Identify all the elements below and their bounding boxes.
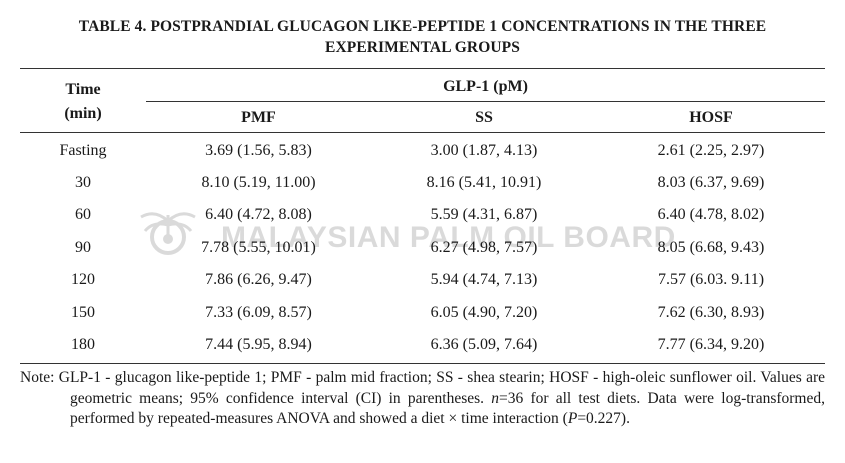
table-row: 150 7.33 (6.09, 8.57) 6.05 (4.90, 7.20) …	[0, 297, 845, 329]
pmf-cell: 8.10 (5.19, 11.00)	[201, 174, 316, 191]
pmf-cell: 7.78 (5.55, 10.01)	[201, 239, 316, 256]
pmf-cell: 7.33 (6.09, 8.57)	[205, 304, 312, 321]
pmf-cell: 3.69 (1.56, 5.83)	[205, 142, 312, 159]
table-row: 60 6.40 (4.72, 8.08) 5.59 (4.31, 6.87) 6…	[0, 199, 845, 231]
ss-cell: 3.00 (1.87, 4.13)	[430, 142, 538, 159]
time-unit: (min)	[64, 105, 102, 122]
time-cell: Fasting	[59, 142, 107, 159]
hosf-cell: 7.77 (6.34, 9.20)	[657, 336, 765, 353]
time-header: Time (min)	[40, 78, 126, 126]
header-rule	[20, 132, 825, 133]
hosf-cell: 8.03 (6.37, 9.69)	[657, 174, 765, 191]
note-paragraph: Note: GLP-1 - glucagon like-peptide 1; P…	[20, 368, 825, 430]
time-cell: 180	[71, 336, 95, 353]
pmf-cell: 6.40 (4.72, 8.08)	[205, 206, 312, 223]
hosf-cell: 7.57 (6.03. 9.11)	[657, 271, 765, 288]
table-row: 90 7.78 (5.55, 10.01) 6.27 (4.98, 7.57) …	[0, 232, 845, 264]
bottom-rule	[20, 363, 825, 364]
pmf-cell: 7.44 (5.95, 8.94)	[205, 336, 312, 353]
column-header-ss: SS	[475, 109, 493, 126]
pmf-cell: 7.86 (6.26, 9.47)	[205, 271, 312, 288]
note-n-variable: n	[491, 389, 500, 407]
note-text-1: Note: GLP-1 - glucagon like-peptide 1; P…	[20, 369, 825, 407]
note-text-2: =36 for all test diets. Data were log-tr…	[70, 389, 825, 428]
time-cell: 60	[75, 206, 91, 223]
hosf-cell: 8.05 (6.68, 9.43)	[657, 239, 765, 256]
ss-cell: 6.05 (4.90, 7.20)	[430, 304, 538, 321]
ss-cell: 8.16 (5.41, 10.91)	[426, 174, 542, 191]
hosf-cell: 6.40 (4.78, 8.02)	[657, 206, 765, 223]
ss-cell: 5.59 (4.31, 6.87)	[430, 206, 538, 223]
table-note: Note: GLP-1 - glucagon like-peptide 1; P…	[20, 368, 825, 430]
table-row: Fasting 3.69 (1.56, 5.83) 3.00 (1.87, 4.…	[0, 135, 845, 167]
column-header-hosf: HOSF	[689, 109, 733, 126]
ss-cell: 6.36 (5.09, 7.64)	[430, 336, 538, 353]
time-label: Time	[65, 81, 101, 98]
glp1-group-header: GLP-1 (pM)	[443, 78, 528, 95]
table-title: TABLE 4. POSTPRANDIAL GLUCAGON LIKE-PEPT…	[78, 18, 767, 56]
time-cell: 30	[75, 174, 91, 191]
note-p-variable: P	[567, 410, 578, 427]
ss-cell: 6.27 (4.98, 7.57)	[430, 239, 538, 256]
top-rule	[20, 68, 825, 69]
table-row: 30 8.10 (5.19, 11.00) 8.16 (5.41, 10.91)…	[0, 167, 845, 199]
group-rule	[146, 101, 825, 102]
table-row: 120 7.86 (6.26, 9.47) 5.94 (4.74, 7.13) …	[0, 264, 845, 296]
time-cell: 90	[75, 239, 91, 256]
time-cell: 150	[71, 304, 95, 321]
hosf-cell: 2.61 (2.25, 2.97)	[657, 142, 765, 159]
time-cell: 120	[71, 271, 95, 288]
column-header-pmf: PMF	[241, 109, 276, 126]
note-text-3: =0.227).	[577, 410, 630, 427]
ss-cell: 5.94 (4.74, 7.13)	[430, 271, 538, 288]
hosf-cell: 7.62 (6.30, 8.93)	[657, 304, 765, 321]
table-row: 180 7.44 (5.95, 8.94) 6.36 (5.09, 7.64) …	[0, 329, 845, 361]
